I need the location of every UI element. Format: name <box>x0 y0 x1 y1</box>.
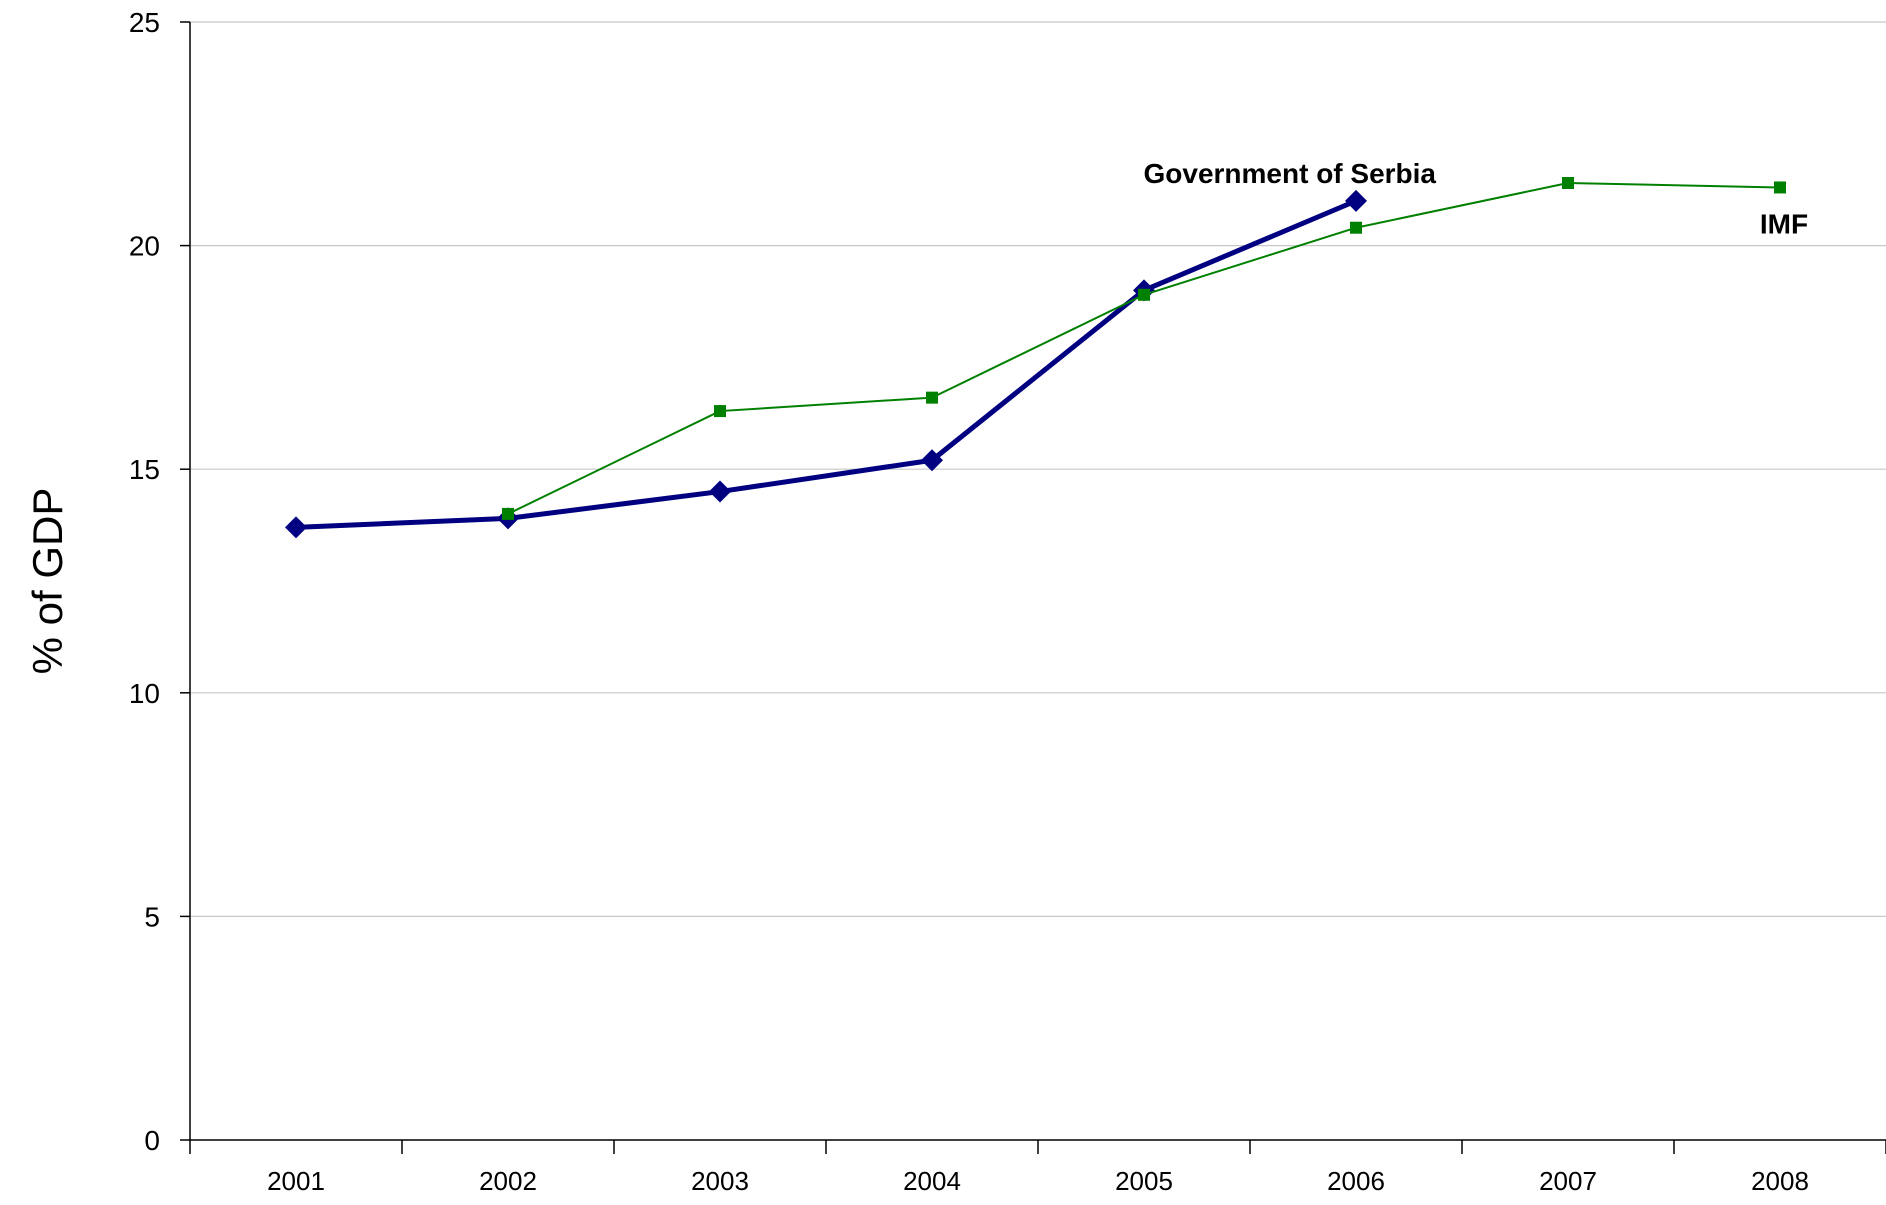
y-tick-label-0: 0 <box>144 1125 160 1156</box>
x-tick-label-2006: 2006 <box>1327 1166 1385 1196</box>
y-axis-title: % of GDP <box>24 488 71 675</box>
y-tick-label-25: 25 <box>129 7 160 38</box>
x-tick-label-2004: 2004 <box>903 1166 961 1196</box>
series-line-0 <box>295 198 1357 530</box>
y-tick-label-20: 20 <box>129 231 160 262</box>
data-point-1-2007 <box>1562 176 1574 189</box>
x-tick-label-2003: 2003 <box>691 1166 749 1196</box>
data-point-1-2004 <box>926 391 938 404</box>
x-tick-label-2001: 2001 <box>267 1166 325 1196</box>
series-label-government-of-serbia: Government of Serbia <box>1143 158 1436 189</box>
series-label-imf: IMF <box>1760 208 1808 239</box>
x-tick-label-2007: 2007 <box>1539 1166 1597 1196</box>
data-point-0-2001 <box>285 516 307 539</box>
gridlines <box>190 21 1886 918</box>
x-tick-label-2005: 2005 <box>1115 1166 1173 1196</box>
data-point-1-2006 <box>1350 221 1362 234</box>
series-imf <box>502 176 1786 520</box>
data-point-0-2003 <box>709 480 731 503</box>
x-tick-label-2002: 2002 <box>479 1166 537 1196</box>
x-tick-labels: 2001 2002 2003 2004 2005 2006 2007 2008 <box>189 1140 1886 1196</box>
data-point-0-2006 <box>1345 189 1367 212</box>
y-tick-label-15: 15 <box>129 454 160 485</box>
series-government-of-serbia <box>285 189 1367 539</box>
data-point-1-2008 <box>1774 181 1786 194</box>
series <box>285 176 1786 539</box>
y-tick-label-5: 5 <box>144 901 160 932</box>
data-point-0-2004 <box>921 449 943 472</box>
data-point-1-2005 <box>1138 288 1150 301</box>
x-tick-label-2008: 2008 <box>1751 1166 1809 1196</box>
y-tick-label-10: 10 <box>129 678 160 709</box>
y-tick-labels: 0 5 10 15 20 25 <box>129 7 190 1156</box>
data-point-1-2003 <box>714 405 726 418</box>
series-labels: Government of Serbia IMF <box>1143 158 1808 240</box>
data-point-1-2002 <box>502 507 514 520</box>
axes <box>189 22 1886 1141</box>
series-line-1 <box>507 181 1781 515</box>
